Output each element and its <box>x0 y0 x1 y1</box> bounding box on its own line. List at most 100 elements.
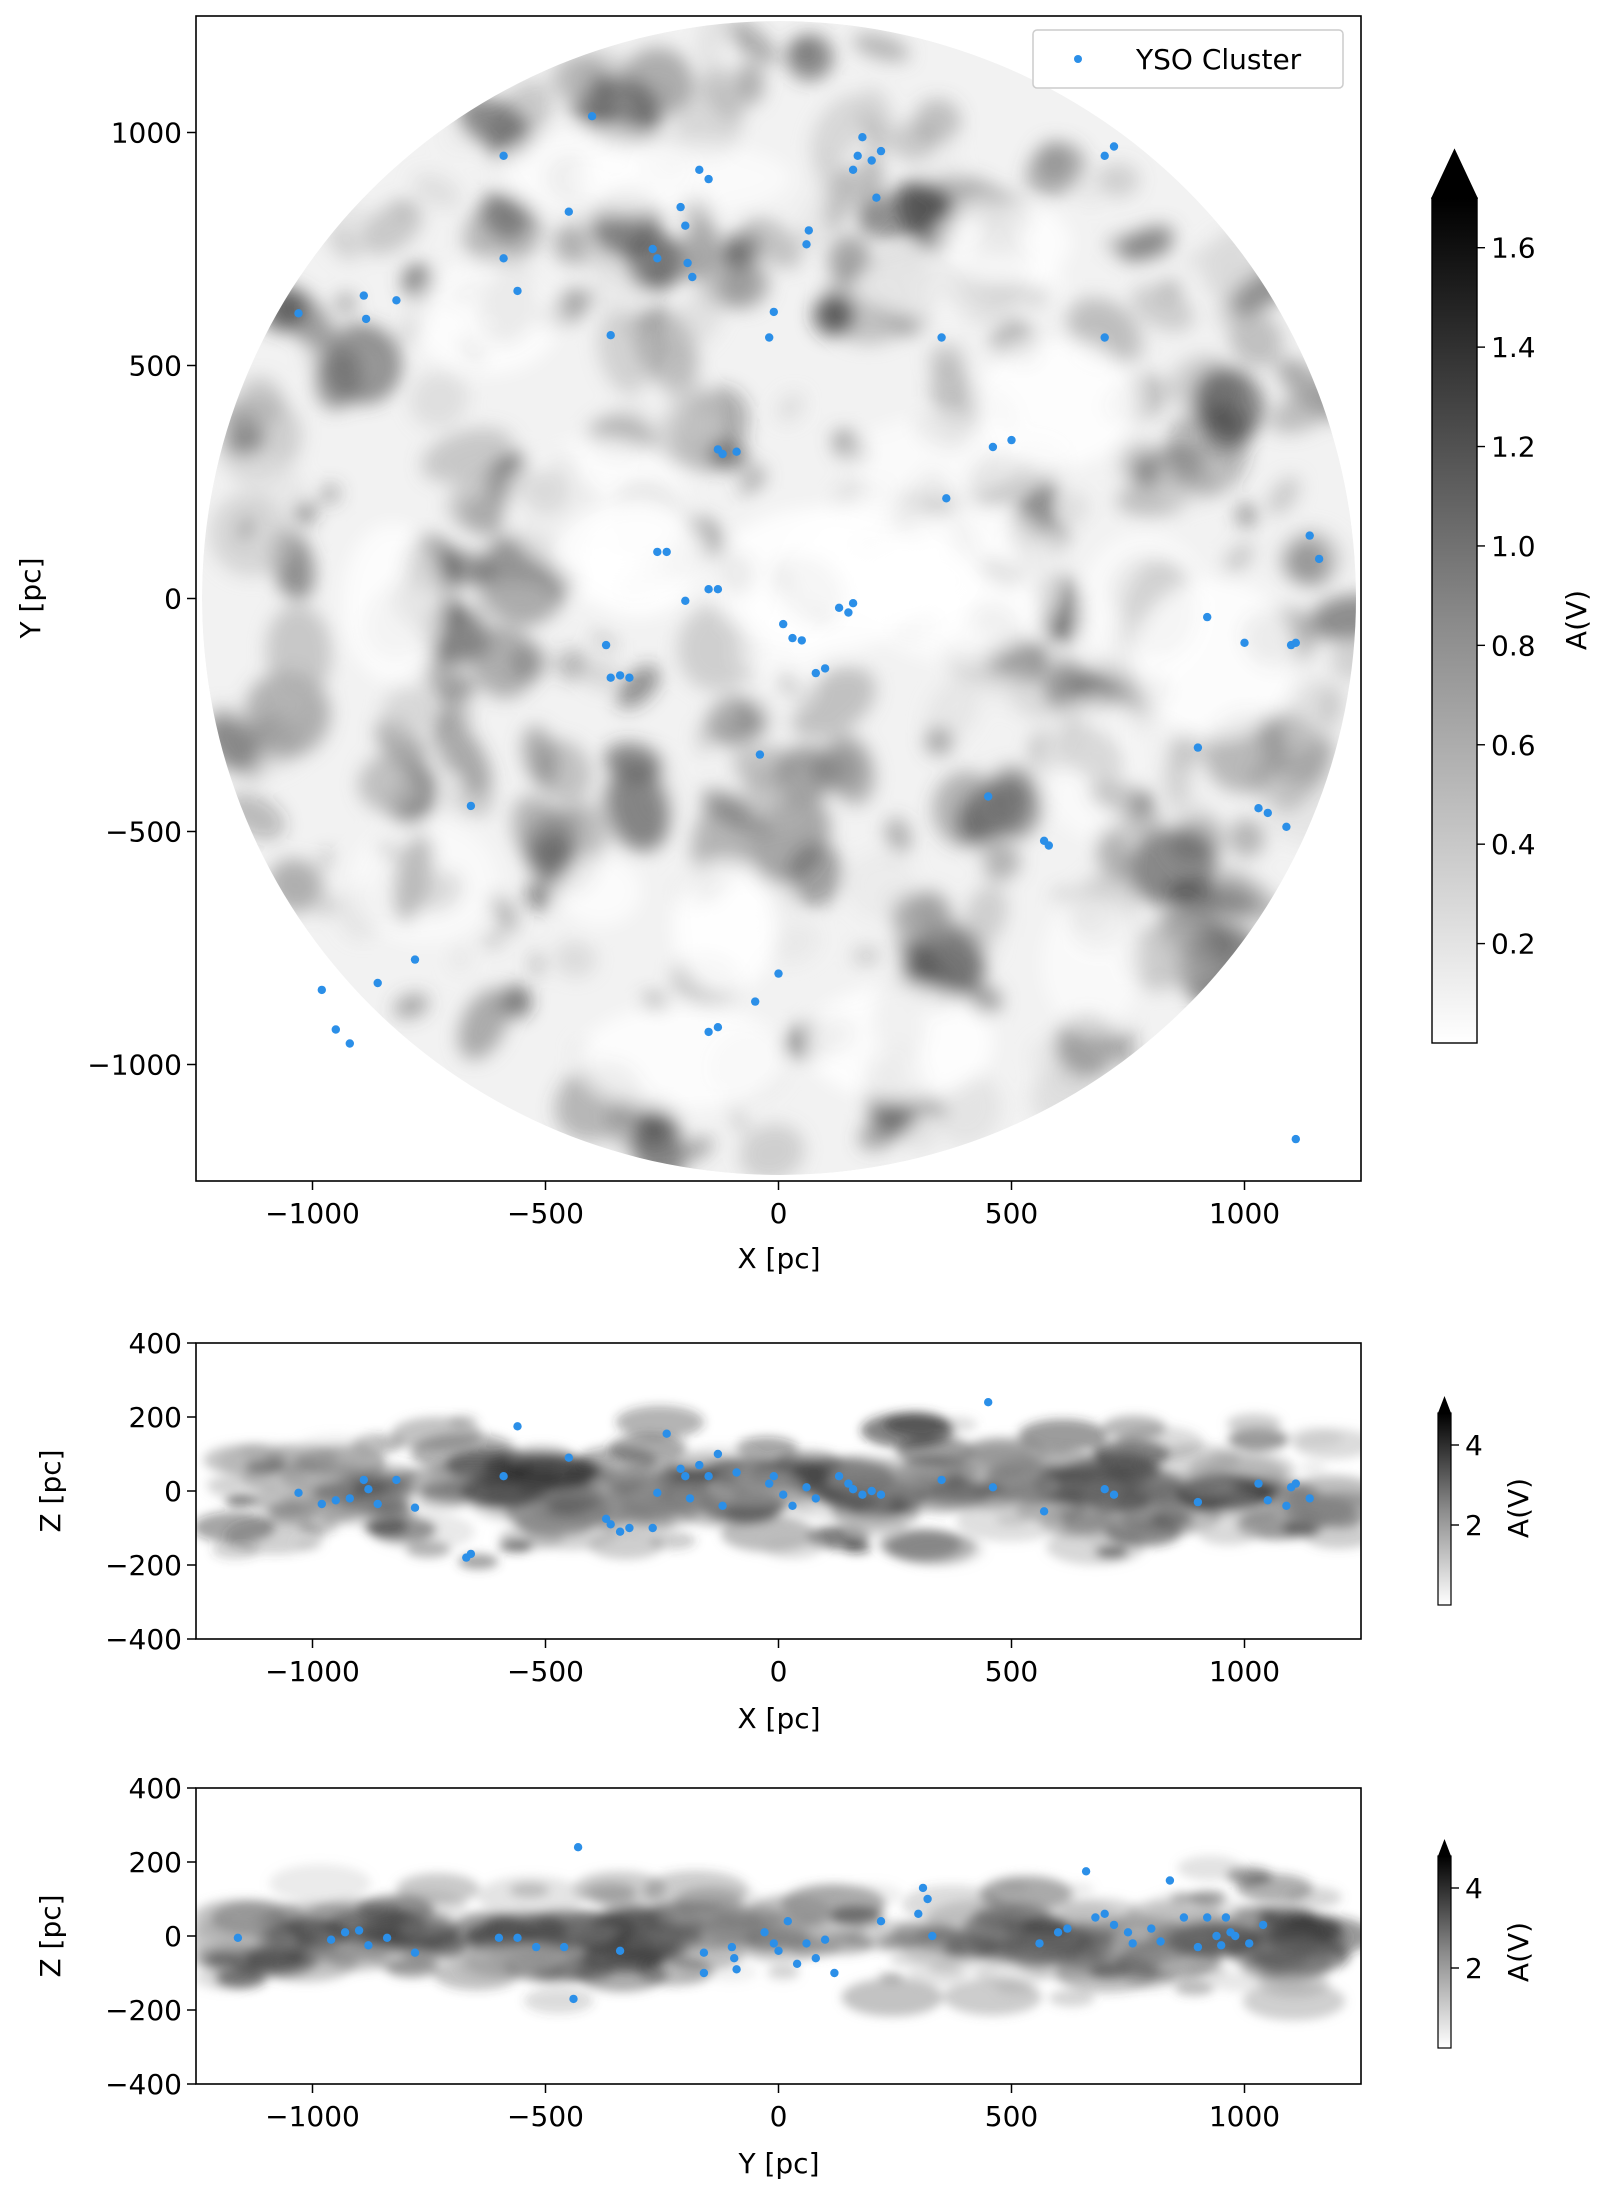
yso-cluster-point <box>606 1520 615 1529</box>
y-tick-label: −200 <box>105 1994 182 2027</box>
yso-cluster-point <box>1179 1913 1189 1922</box>
yso-cluster-point <box>792 1959 802 1969</box>
yso-cluster-point <box>345 1494 354 1503</box>
colorbar-xy: 0.2 0.4 0.6 0.8 1.0 1.2 1.4 1.6 A(V) <box>1430 148 1593 1044</box>
yso-cluster-point <box>601 1514 611 1524</box>
yso-cluster-point <box>1193 1942 1203 1952</box>
yso-cluster-point <box>606 331 615 340</box>
yso-cluster-point <box>615 671 625 680</box>
yso-cluster-point <box>373 1499 382 1509</box>
colorbar-tick-label: 4 <box>1465 1429 1483 1462</box>
yso-cluster-point <box>848 165 858 174</box>
yso-cluster-point <box>685 1494 695 1503</box>
yso-cluster-point <box>499 151 508 160</box>
yso-cluster-point <box>727 1942 737 1952</box>
yso-cluster-point <box>410 955 420 964</box>
yso-cluster-point <box>345 1039 354 1048</box>
yso-cluster-point <box>1240 638 1249 647</box>
yso-cluster-point <box>373 978 382 988</box>
yso-cluster-point <box>653 254 662 263</box>
yso-cluster-point <box>858 133 867 142</box>
yso-cluster-point <box>984 1398 993 1407</box>
x-tick-label: −500 <box>507 1655 584 1688</box>
yso-cluster-point <box>499 1472 508 1481</box>
yso-cluster-point <box>494 1933 504 1943</box>
colorbar-tick-label: 4 <box>1465 1872 1483 1905</box>
yso-cluster-point <box>876 1490 886 1499</box>
yso-cluster-point <box>294 1488 303 1498</box>
yso-cluster-point <box>848 1485 858 1494</box>
y-tick-label: 400 <box>129 1327 182 1360</box>
x-axis-ticks-yz: −1000 −500 0 500 1000 <box>265 2084 1280 2133</box>
yso-cluster-point <box>732 1468 741 1477</box>
extinction-map-xz <box>196 1405 1361 1570</box>
yso-cluster-point <box>513 1933 522 1943</box>
yso-cluster-point <box>774 969 783 978</box>
legend-label: YSO Cluster <box>1135 43 1302 76</box>
yso-cluster-point <box>1147 1924 1156 1933</box>
yso-cluster-point <box>830 1968 839 1978</box>
yso-cluster-point <box>648 1523 657 1533</box>
y-tick-label: 0 <box>164 1920 182 1953</box>
yso-cluster-point <box>765 1479 774 1488</box>
extinction-map-xy <box>202 21 1356 1175</box>
yso-cluster-point <box>1254 1479 1263 1488</box>
yso-cluster-point <box>513 1422 522 1431</box>
y-tick-label: 1000 <box>111 117 182 150</box>
yso-cluster-point <box>765 333 774 342</box>
yso-cluster-point <box>769 307 778 317</box>
colorbar-tick-label: 0.6 <box>1491 729 1536 762</box>
yso-cluster-point <box>1314 554 1324 564</box>
x-axis-label-yz: Y [pc] <box>737 2147 819 2180</box>
yso-cluster-point <box>918 1883 928 1893</box>
yso-cluster-point <box>1039 1507 1049 1516</box>
y-tick-label: 200 <box>129 1846 182 1879</box>
yso-cluster-point <box>858 1490 867 1499</box>
x-tick-label: −1000 <box>265 1655 360 1688</box>
yso-cluster-point <box>718 1501 727 1511</box>
colorbar-xy-body <box>1431 197 1478 1044</box>
x-tick-label: 1000 <box>1209 2100 1280 2133</box>
yso-cluster-point <box>359 291 368 300</box>
yso-cluster-point <box>834 1472 844 1481</box>
yso-cluster-point <box>662 547 671 557</box>
yso-cluster-point <box>937 333 946 342</box>
yso-cluster-point <box>755 750 765 759</box>
yso-cluster-point <box>1100 1485 1109 1494</box>
yso-cluster-point <box>769 1472 778 1481</box>
x-tick-label: 500 <box>985 1655 1038 1688</box>
yso-cluster-point <box>788 633 797 643</box>
colorbar-xy-label: A(V) <box>1560 590 1593 650</box>
yso-cluster-point <box>564 1453 573 1462</box>
yso-cluster-point <box>804 226 813 235</box>
x-tick-label: −1000 <box>265 2100 360 2133</box>
yso-cluster-point <box>937 1475 946 1485</box>
yso-cluster-point <box>788 1501 797 1511</box>
y-axis-label-yz: Z [pc] <box>34 1894 67 1977</box>
yso-cluster-point <box>573 1843 583 1852</box>
yso-cluster-point <box>699 1948 709 1957</box>
yso-cluster-point <box>294 309 303 318</box>
yso-cluster-point <box>730 1954 739 1963</box>
yso-cluster-point <box>867 156 876 165</box>
yso-cluster-point <box>988 442 998 452</box>
yso-cluster-point <box>732 1965 741 1974</box>
colorbar-yz: 2 4 A(V) <box>1437 1839 1535 2049</box>
yso-cluster-point <box>653 547 662 557</box>
yso-cluster-point <box>760 1928 769 1937</box>
yso-cluster-point <box>1291 1134 1301 1144</box>
scatter-series-xy <box>294 112 1324 1144</box>
yso-cluster-point <box>1109 1490 1119 1499</box>
yso-cluster-point <box>769 1939 778 1948</box>
yso-cluster-point <box>1165 1876 1175 1885</box>
yso-cluster-point <box>844 1479 853 1488</box>
y-axis-ticks-yz: −400 −200 0 200 400 <box>105 1772 196 2101</box>
yso-cluster-point <box>695 165 704 174</box>
yso-cluster-point <box>848 599 858 608</box>
yso-cluster-point <box>1063 1924 1072 1933</box>
yso-cluster-point <box>923 1894 932 1904</box>
y-axis-label-xz: Z [pc] <box>34 1449 67 1532</box>
yso-cluster-point <box>1091 1913 1100 1922</box>
yso-cluster-point <box>1007 435 1016 445</box>
yso-cluster-point <box>681 596 690 605</box>
